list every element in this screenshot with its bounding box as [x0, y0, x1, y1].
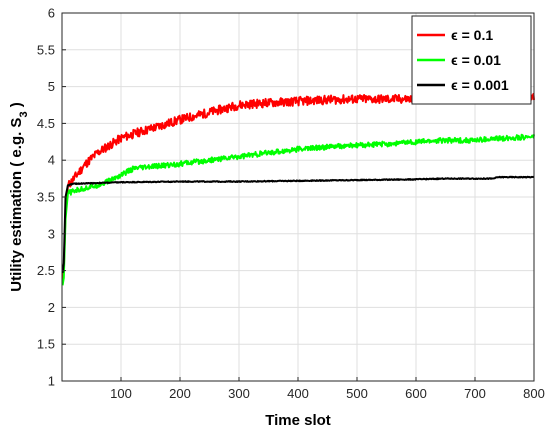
y-tick-label: 5.5 [37, 42, 55, 57]
x-tick-label: 300 [228, 386, 250, 401]
series-line [61, 175, 535, 274]
x-tick-label: 800 [523, 386, 545, 401]
y-axis-label-subscript: 3 [18, 111, 30, 117]
legend: ϵ = 0.1 ϵ = 0.01 ϵ = 0.001 [411, 15, 532, 105]
x-axis-label: Time slot [265, 412, 331, 429]
y-tick-label: 1.5 [37, 337, 55, 352]
x-tick-label: 400 [287, 386, 309, 401]
legend-label: ϵ = 0.001 [451, 77, 509, 93]
x-tick-label: 600 [405, 386, 427, 401]
y-tick-label: 5 [48, 79, 55, 94]
legend-label: ϵ = 0.01 [451, 52, 501, 68]
y-tick-label: 6 [48, 6, 55, 21]
y-tick-label: 3.5 [37, 190, 55, 205]
x-tick-label: 100 [110, 386, 132, 401]
y-tick-label: 2.5 [37, 263, 55, 278]
legend-label: ϵ = 0.1 [451, 27, 493, 43]
x-tick-label: 500 [346, 386, 368, 401]
series-line [61, 133, 535, 286]
y-axis-label-main: Utility estimation ( e.g. S [8, 118, 25, 292]
y-axis-label-end: ) [8, 102, 25, 111]
y-tick-label: 1 [48, 374, 55, 389]
y-tick-label: 2 [48, 300, 55, 315]
x-tick-label: 200 [169, 386, 191, 401]
x-tick-label: 700 [464, 386, 486, 401]
y-tick-label: 4.5 [37, 116, 55, 131]
axis-ticks: 100 200 300 400 500 600 700 800 1 1.5 2 2.5 3 3.5 4 4.5… [37, 6, 545, 402]
y-tick-label: 3 [48, 226, 55, 241]
y-tick-label: 4 [48, 153, 55, 168]
y-axis-label: Utility estimation ( e.g. S3 ) [8, 102, 30, 292]
